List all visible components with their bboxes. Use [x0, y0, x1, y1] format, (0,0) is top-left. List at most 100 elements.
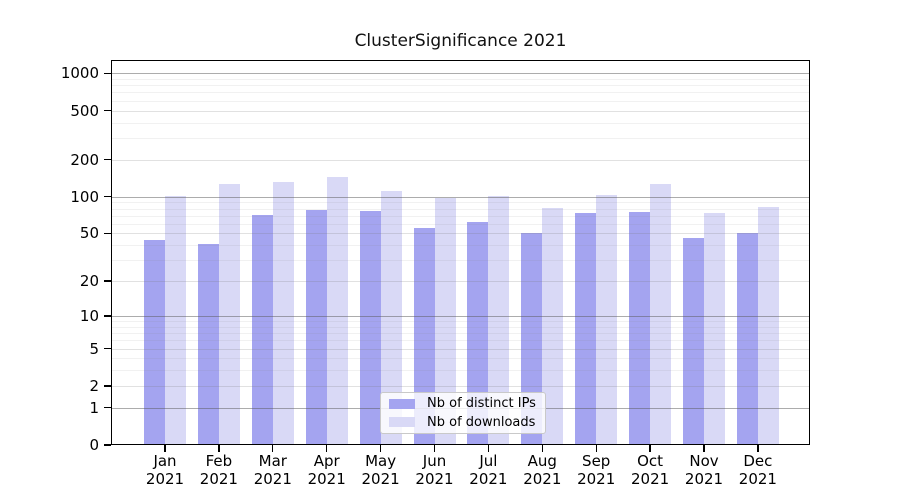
- legend-label-downloads: Nb of downloads: [427, 414, 536, 430]
- y-tick-label-20: 20: [79, 272, 99, 291]
- gridline-4: [111, 358, 810, 360]
- bar-ips-oct: [629, 211, 651, 445]
- gridline-10: [111, 316, 810, 317]
- x-tick-mark-apr: [326, 445, 328, 452]
- bar-ips-mar: [251, 214, 273, 445]
- gridline-700: [111, 92, 810, 94]
- x-tick-label-oct: Oct 2021: [631, 452, 670, 488]
- y-tick-label-10: 10: [79, 306, 99, 325]
- gridline-80: [111, 208, 810, 210]
- y-tick-mark-0: [104, 444, 111, 446]
- bar-ips-feb: [197, 243, 219, 445]
- x-tick-label-sep: Sep 2021: [577, 452, 616, 488]
- gridline-9: [111, 321, 810, 323]
- bar-downloads-sep: [596, 194, 618, 445]
- gridline-400: [111, 122, 810, 124]
- gridline-1000: [111, 73, 810, 75]
- gridline-50: [111, 233, 810, 235]
- gridline-90: [111, 202, 810, 204]
- y-tick-mark-200: [104, 158, 111, 161]
- gridline-8: [111, 326, 810, 328]
- x-tick-mark-jan: [164, 445, 166, 452]
- bar-downloads-aug: [542, 207, 564, 445]
- gridline-200: [111, 159, 810, 161]
- bar-ips-jan: [144, 240, 165, 445]
- gridline-300: [111, 137, 810, 139]
- x-tick-label-mar: Mar 2021: [253, 452, 292, 488]
- distinct-ips-swatch: [389, 398, 415, 409]
- x-tick-label-dec: Dec 2021: [738, 452, 777, 488]
- bar-downloads-may: [380, 191, 402, 445]
- y-tick-mark-500: [104, 109, 111, 112]
- x-tick-label-jul: Jul 2021: [469, 452, 508, 488]
- x-tick-label-feb: Feb 2021: [199, 452, 238, 488]
- x-tick-label-may: May 2021: [361, 452, 400, 488]
- y-tick-mark-2: [104, 385, 111, 387]
- gridline-800: [111, 85, 810, 87]
- x-tick-mark-jul: [487, 445, 490, 452]
- gridline-40: [111, 245, 810, 247]
- y-tick-mark-5: [104, 347, 111, 350]
- bar-downloads-apr: [326, 176, 348, 445]
- x-tick-mark-mar: [272, 445, 274, 452]
- y-tick-mark-50: [104, 232, 111, 235]
- x-tick-label-jun: Jun 2021: [415, 452, 454, 488]
- x-tick-label-aug: Aug 2021: [523, 452, 562, 488]
- y-tick-label-2: 2: [89, 376, 99, 395]
- y-tick-label-200: 200: [70, 150, 99, 169]
- gridline-2: [111, 385, 810, 387]
- bar-downloads-jul: [488, 196, 510, 445]
- bar-ips-nov: [683, 237, 704, 445]
- x-tick-mark-feb: [218, 445, 220, 452]
- legend-label-distinct-ips: Nb of distinct IPs: [427, 396, 536, 412]
- x-tick-mark-may: [379, 445, 382, 452]
- x-tick-label-apr: Apr 2021: [307, 452, 346, 488]
- x-tick-label-jan: Jan 2021: [145, 452, 185, 488]
- x-tick-mark-nov: [703, 445, 705, 452]
- y-tick-label-500: 500: [70, 101, 99, 120]
- bar-downloads-oct: [650, 183, 672, 445]
- x-tick-mark-oct: [649, 445, 651, 452]
- downloads-swatch: [389, 417, 415, 428]
- gridline-500: [111, 110, 810, 112]
- legend-item-downloads: Nb of downloads: [389, 415, 537, 431]
- y-tick-label-1000: 1000: [60, 64, 99, 83]
- gridline-3: [111, 370, 810, 372]
- x-tick-mark-dec: [757, 445, 759, 452]
- legend: Nb of distinct IPs Nb of downloads: [380, 392, 546, 434]
- bar-ips-may: [359, 211, 381, 445]
- bar-ips-sep: [575, 213, 597, 445]
- x-tick-mark-aug: [541, 445, 543, 452]
- bar-ips-jun: [413, 228, 435, 445]
- bar-ips-dec: [736, 233, 758, 445]
- y-tick-mark-20: [104, 280, 111, 282]
- gridline-5: [111, 348, 810, 350]
- bar-downloads-feb: [218, 183, 240, 445]
- plot-area: [111, 60, 810, 445]
- bar-downloads-mar: [272, 181, 294, 445]
- bar-ips-jul: [467, 222, 489, 445]
- bar-downloads-jun: [434, 197, 456, 445]
- gridline-30: [111, 260, 810, 262]
- gridline-60: [111, 223, 810, 225]
- gridline-70: [111, 215, 810, 217]
- gridline-6: [111, 340, 810, 342]
- y-tick-mark-10: [104, 315, 111, 317]
- y-tick-mark-100: [104, 195, 111, 198]
- bar-downloads-nov: [704, 213, 725, 445]
- legend-item-distinct-ips: Nb of distinct IPs: [389, 396, 537, 412]
- gridline-100: [111, 196, 810, 198]
- bar-ips-apr: [305, 209, 327, 445]
- chart-title: ClusterSignificance 2021: [354, 31, 567, 51]
- y-tick-label-100: 100: [70, 187, 99, 206]
- y-tick-label-5: 5: [89, 339, 99, 358]
- y-tick-label-1: 1: [89, 398, 99, 417]
- x-tick-mark-jun: [433, 445, 436, 452]
- gridline-900: [111, 78, 810, 80]
- y-tick-mark-1: [104, 407, 111, 409]
- gridline-600: [111, 100, 810, 102]
- bar-downloads-jan: [165, 196, 186, 445]
- bar-downloads-dec: [757, 206, 779, 445]
- gridline-7: [111, 333, 810, 335]
